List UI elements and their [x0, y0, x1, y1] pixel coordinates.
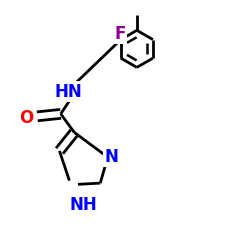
Text: HN: HN	[54, 82, 82, 100]
Text: F: F	[114, 24, 126, 42]
Text: O: O	[19, 108, 33, 126]
Text: NH: NH	[69, 196, 97, 214]
Text: N: N	[104, 148, 118, 166]
